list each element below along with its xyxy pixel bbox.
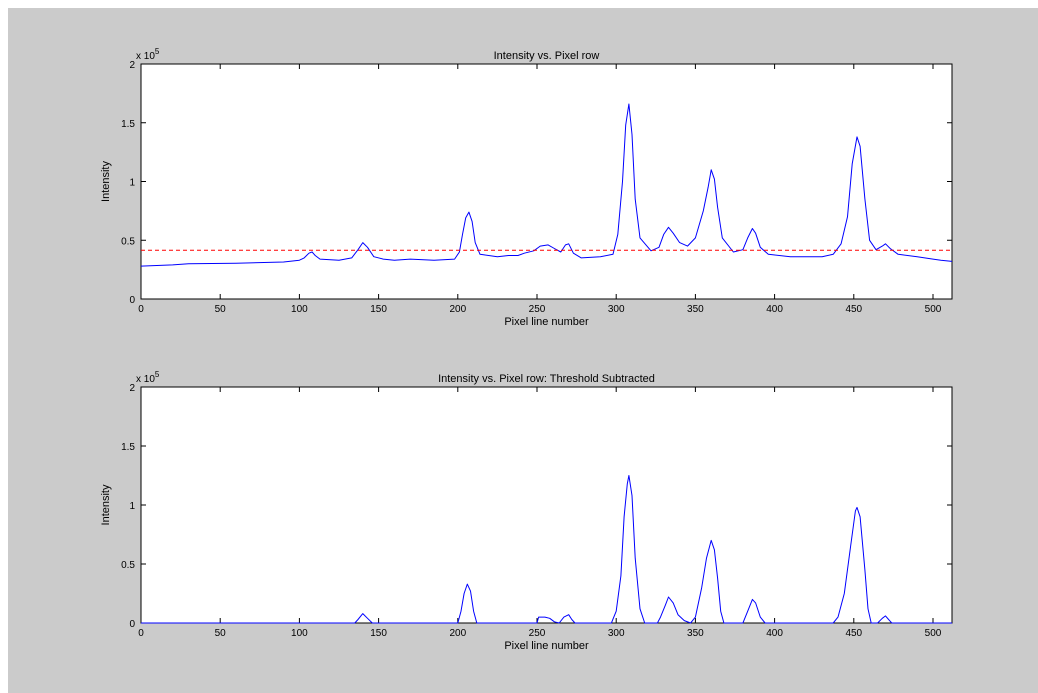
chart2-y-tick-label: 0 bbox=[129, 619, 135, 630]
chart1-y-multiplier: x 105 bbox=[136, 47, 160, 62]
chart2-x-tick-label: 500 bbox=[925, 628, 942, 639]
chart2-y-multiplier: x 105 bbox=[136, 370, 160, 385]
chart1-x-tick-label: 0 bbox=[138, 304, 144, 315]
chart2-x-tick-label: 100 bbox=[291, 628, 308, 639]
chart2-y-tick-label: 0.5 bbox=[121, 560, 135, 571]
chart1-y-label: Intensity bbox=[100, 161, 112, 202]
chart2-x-tick-label: 250 bbox=[529, 628, 546, 639]
chart2-y-tick-label: 1 bbox=[129, 501, 135, 512]
chart2-x-tick-label: 400 bbox=[766, 628, 783, 639]
chart2-x-tick-label: 50 bbox=[215, 628, 227, 639]
chart2-y-label: Intensity bbox=[100, 484, 112, 525]
chart1-x-tick-label: 400 bbox=[766, 304, 783, 315]
chart1-x-tick-label: 50 bbox=[215, 304, 227, 315]
chart1-title: Intensity vs. Pixel row bbox=[494, 50, 600, 62]
chart1-x-label: Pixel line number bbox=[504, 316, 589, 328]
chart2-title: Intensity vs. Pixel row: Threshold Subtr… bbox=[438, 373, 655, 385]
chart2-plot-area bbox=[140, 386, 953, 624]
chart2-x-tick-label: 350 bbox=[687, 628, 704, 639]
chart1-x-tick-label: 500 bbox=[925, 304, 942, 315]
chart1-x-tick-label: 150 bbox=[370, 304, 387, 315]
chart1-x-tick-label: 350 bbox=[687, 304, 704, 315]
chart1-plot-area bbox=[140, 63, 953, 300]
chart1-x-tick-label: 100 bbox=[291, 304, 308, 315]
chart1-y-tick-label: 1.5 bbox=[121, 119, 135, 130]
chart2-y-tick-label: 2 bbox=[129, 383, 135, 394]
chart2-y-tick-label: 1.5 bbox=[121, 442, 135, 453]
chart2-x-tick-label: 150 bbox=[370, 628, 387, 639]
chart1-x-tick-label: 200 bbox=[449, 304, 466, 315]
chart2-x-tick-label: 200 bbox=[449, 628, 466, 639]
chart1-x-tick-label: 300 bbox=[608, 304, 625, 315]
chart2-x-tick-label: 450 bbox=[845, 628, 862, 639]
chart2-x-tick-label: 0 bbox=[138, 628, 144, 639]
chart1-y-tick-label: 0.5 bbox=[121, 236, 135, 247]
chart2-x-label: Pixel line number bbox=[504, 640, 589, 652]
chart2-series-1-line bbox=[141, 475, 952, 624]
chart2-x-tick-label: 300 bbox=[608, 628, 625, 639]
chart1-y-tick-label: 0 bbox=[129, 295, 135, 306]
chart1-x-tick-label: 250 bbox=[529, 304, 546, 315]
chart1-y-tick-label: 1 bbox=[129, 178, 135, 189]
chart1-x-tick-label: 450 bbox=[845, 304, 862, 315]
chart1-y-tick-label: 2 bbox=[129, 60, 135, 71]
chart1-series-1-line bbox=[140, 103, 953, 267]
